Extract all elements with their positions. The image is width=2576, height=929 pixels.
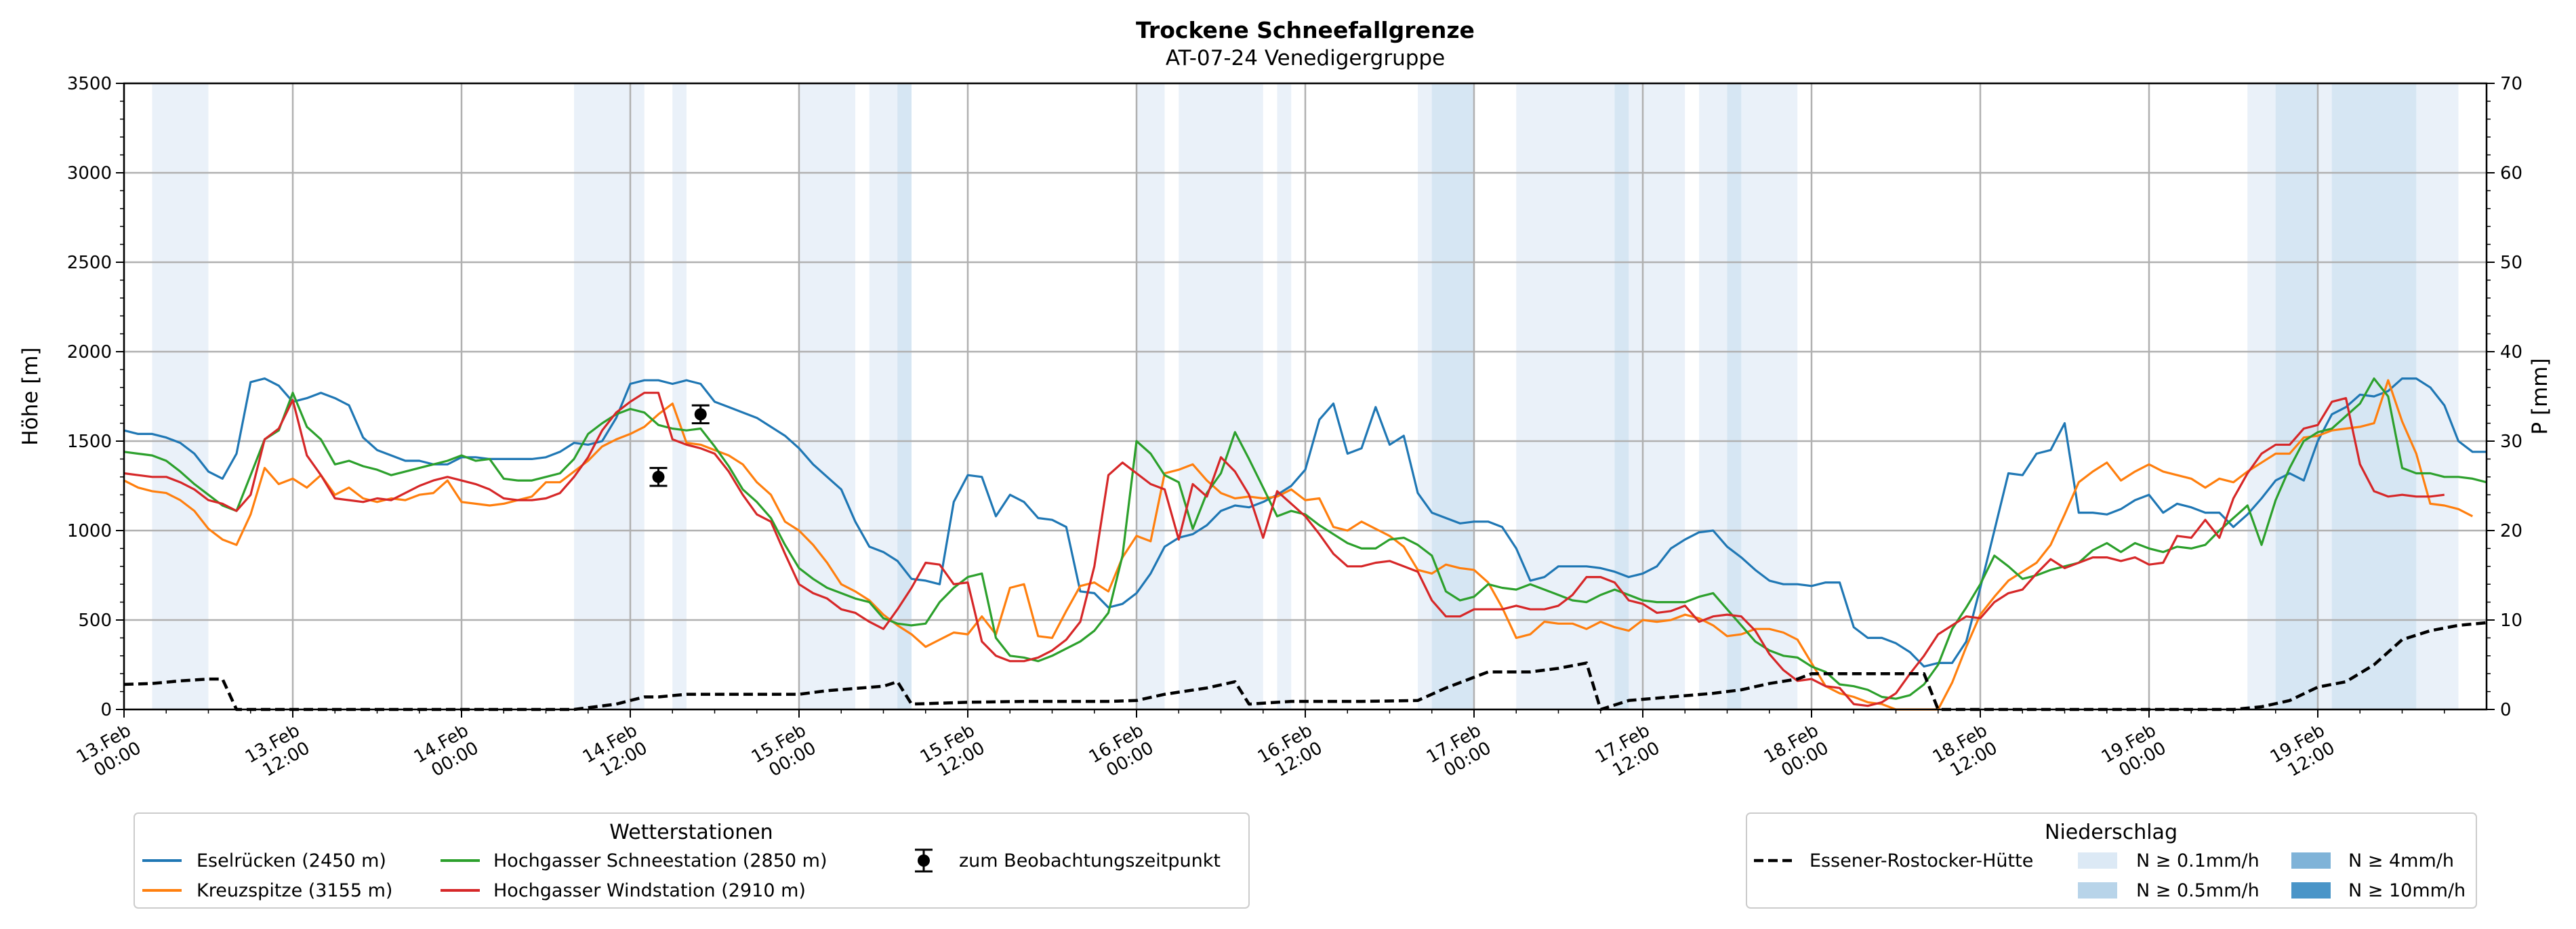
- legend-label-n01: N ≥ 0.1mm/h: [2136, 850, 2260, 871]
- legend-stations: Wetterstationen Eselrücken (2450 m) Kreu…: [134, 812, 1250, 909]
- legend-stations-frame: [134, 812, 1250, 909]
- x-tick-label: 19.Feb12:00: [2267, 720, 2339, 785]
- precip-band: [1277, 83, 1292, 709]
- legend-label-eselruecken: Eselrücken (2450 m): [197, 850, 386, 871]
- series-line: [123, 377, 2487, 700]
- y-tick-label: 0: [100, 700, 112, 720]
- series-line: [123, 377, 2487, 668]
- legend-label-n05: N ≥ 0.5mm/h: [2136, 880, 2260, 901]
- x-tick-label: 17.Feb00:00: [1423, 720, 1495, 785]
- legend-swatch-n4: [2291, 852, 2331, 869]
- x-tick-label: 16.Feb12:00: [1254, 720, 1326, 785]
- observations: [649, 404, 710, 487]
- precip-band: [1431, 83, 1474, 709]
- y-tick-label: 3000: [67, 163, 112, 184]
- axes: 0 500 1000 1500 2000 2500 3000 3500 0 10 20 30 40 50 6…: [67, 74, 2522, 785]
- series-line: [123, 621, 2487, 711]
- precip-band: [574, 83, 645, 709]
- chart-subtitle: AT-07-24 Venedigergruppe: [1166, 46, 1445, 70]
- y-tick-label: 1000: [67, 521, 112, 541]
- series-line: [123, 392, 2445, 707]
- precip-band: [1137, 83, 1165, 709]
- legend-label-windstation: Hochgasser Windstation (2910 m): [493, 880, 806, 901]
- grid: [123, 82, 2487, 711]
- precip-band: [1516, 83, 1685, 709]
- series-lines: [123, 377, 2487, 711]
- precip-band: [897, 83, 912, 709]
- y-axis-label: Höhe [m]: [18, 347, 43, 445]
- y-tick-label: 3500: [67, 74, 112, 94]
- observation-point: [694, 408, 707, 421]
- legend-label-n4: N ≥ 4mm/h: [2348, 850, 2454, 871]
- x-tick-label: 18.Feb12:00: [1929, 720, 2001, 785]
- precip-band: [672, 83, 687, 709]
- y-tick-label: 2000: [67, 342, 112, 363]
- x-tick-label: 13.Feb00:00: [73, 720, 145, 785]
- legend-swatch-n01: [2078, 852, 2117, 869]
- legend-label-observation: zum Beobachtungszeitpunkt: [959, 850, 1221, 871]
- x-tick-label: 19.Feb00:00: [2098, 720, 2170, 785]
- y2-tick-label: 10: [2500, 611, 2522, 631]
- legend-stations-title: Wetterstationen: [609, 821, 773, 844]
- precip-band: [1614, 83, 1629, 709]
- y-tick-label: 500: [78, 611, 112, 631]
- y2-tick-label: 70: [2500, 74, 2522, 94]
- x-tick-label: 15.Feb12:00: [917, 720, 989, 785]
- x-tick-label: 14.Feb12:00: [579, 720, 651, 785]
- observation-point: [652, 470, 665, 483]
- y2-axis-label: P [mm]: [2528, 358, 2552, 434]
- legend-precip-title: Niederschlag: [2045, 821, 2178, 844]
- y2-tick-label: 60: [2500, 163, 2522, 184]
- y2-tick-label: 40: [2500, 342, 2522, 363]
- y2-tick-label: 0: [2500, 700, 2512, 720]
- precip-band: [152, 83, 209, 709]
- y-tick-label: 2500: [67, 253, 112, 273]
- x-tick-label: 17.Feb12:00: [1592, 720, 1664, 785]
- legend-swatch-observation: [915, 848, 933, 873]
- precipitation-bands: [152, 83, 2459, 709]
- y-tick-label: 1500: [67, 432, 112, 452]
- legend-swatch-n10: [2291, 882, 2331, 899]
- precip-band: [1179, 83, 1263, 709]
- x-tick-label: 16.Feb00:00: [1086, 720, 1158, 785]
- y2-tick-label: 50: [2500, 253, 2522, 273]
- series-line: [123, 379, 2474, 711]
- legend-label-schneestation: Hochgasser Schneestation (2850 m): [493, 850, 827, 871]
- precip-band: [799, 83, 855, 709]
- precip-band: [2275, 83, 2318, 709]
- legend-swatch-n05: [2078, 882, 2117, 899]
- x-tick-label: 14.Feb00:00: [411, 720, 483, 785]
- chart-title: Trockene Schneefallgrenze: [1136, 17, 1475, 43]
- x-tick-label: 18.Feb00:00: [1761, 720, 1833, 785]
- x-tick-label: 15.Feb00:00: [748, 720, 820, 785]
- x-tick-label: 13.Feb12:00: [242, 720, 314, 785]
- y2-tick-label: 30: [2500, 432, 2522, 452]
- legend-label-kreuzspitze: Kreuzspitze (3155 m): [197, 880, 392, 901]
- legend-precipitation: Niederschlag Essener-Rostocker-Hütte N ≥…: [1746, 812, 2477, 909]
- y2-tick-label: 20: [2500, 521, 2522, 541]
- legend-label-n10: N ≥ 10mm/h: [2348, 880, 2466, 901]
- precip-band: [1699, 83, 1798, 709]
- precip-band: [1727, 83, 1742, 709]
- legend-label-rostocker-huette: Essener-Rostocker-Hütte: [1810, 850, 2033, 871]
